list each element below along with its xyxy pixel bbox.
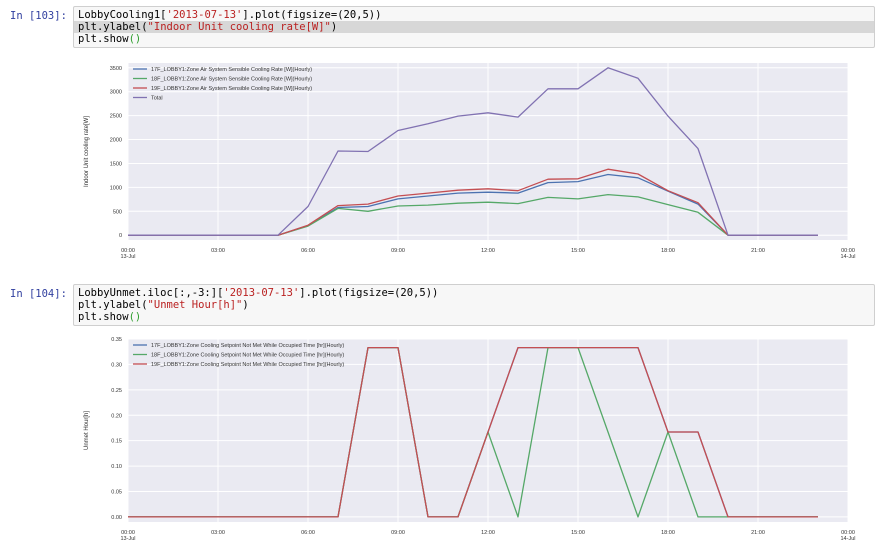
code-line: plt.ylabel("Indoor Unit cooling rate[W]"… [74, 21, 874, 33]
y-tick-label: 0.20 [111, 413, 122, 419]
x-tick-label: 00:00 [121, 530, 135, 536]
code-line: LobbyCooling1['2013-07-13'].plot(figsize… [74, 9, 874, 21]
code-string: '2013-07-13' [166, 9, 243, 21]
code-token: ) [330, 21, 338, 33]
code-line: LobbyUnmet.iloc[:,-3:]['2013-07-13'].plo… [74, 287, 874, 299]
legend-entry: 17F_LOBBY1:Zone Air System Sensible Cool… [151, 67, 312, 73]
x-tick-label: 03:00 [211, 248, 225, 254]
x-tick-sublabel: 13-Jul [121, 254, 136, 260]
legend-entry: 19F_LOBBY1:Zone Cooling Setpoint Not Met… [151, 362, 344, 368]
x-tick-label: 06:00 [301, 248, 315, 254]
y-tick-label: 3000 [110, 90, 122, 96]
y-tick-label: 2500 [110, 114, 122, 120]
y-tick-label: 0 [119, 233, 122, 239]
x-tick-label: 09:00 [391, 530, 405, 536]
code-token: LobbyUnmet.iloc[:,-3:][ [78, 287, 224, 299]
x-tick-label: 21:00 [751, 248, 765, 254]
x-tick-label: 00:00 [841, 248, 855, 254]
series-line [128, 67, 818, 236]
y-tick-label: 3500 [110, 66, 122, 72]
code-token: plt.show [78, 33, 129, 45]
code-token: plt.ylabel( [78, 21, 148, 33]
legend-entry: 18F_LOBBY1:Zone Cooling Setpoint Not Met… [151, 353, 344, 359]
y-axis-label: Indoor Unit cooling rate[W] [84, 116, 90, 187]
legend-entry: 19F_LOBBY1:Zone Air System Sensible Cool… [151, 86, 312, 92]
unmet-hour-chart: 0.000.050.100.150.200.250.300.3500:0013-… [84, 337, 856, 542]
x-tick-label: 06:00 [301, 530, 315, 536]
code-line: plt.show() [74, 311, 874, 323]
y-tick-label: 0.35 [111, 337, 122, 343]
y-tick-label: 0.15 [111, 439, 122, 445]
y-axis-label: Unmet Hour[h] [84, 411, 90, 450]
x-tick-label: 21:00 [751, 530, 765, 536]
x-tick-label: 18:00 [661, 530, 675, 536]
cell-prompt: In [103]: [10, 10, 67, 22]
x-tick-label: 15:00 [571, 530, 585, 536]
x-tick-label: 09:00 [391, 248, 405, 254]
x-tick-label: 18:00 [661, 248, 675, 254]
y-tick-label: 500 [113, 209, 122, 215]
code-token: ].plot(figsize=(20,5)) [299, 287, 439, 299]
legend-entry: 18F_LOBBY1:Zone Air System Sensible Cool… [151, 77, 312, 83]
series-line [128, 346, 818, 518]
code-line: plt.show() [74, 33, 874, 45]
code-token: plt.show [78, 311, 129, 323]
x-tick-label: 12:00 [481, 530, 495, 536]
x-tick-label: 00:00 [121, 248, 135, 254]
y-tick-label: 0.25 [111, 388, 122, 394]
code-token: plt.ylabel( [78, 299, 148, 311]
x-tick-sublabel: 14-Jul [841, 536, 856, 542]
code-string: "Indoor Unit cooling rate[W]" [147, 21, 331, 33]
legend-entry: Total [151, 96, 163, 102]
code-string: "Unmet Hour[h]" [147, 299, 243, 311]
code-token: LobbyCooling1[ [78, 9, 167, 21]
y-tick-label: 0.05 [111, 490, 122, 496]
code-string: '2013-07-13' [223, 287, 300, 299]
x-tick-label: 03:00 [211, 530, 225, 536]
code-token: () [128, 33, 142, 45]
code-token: ) [242, 299, 249, 311]
x-tick-sublabel: 14-Jul [841, 254, 856, 260]
cell-prompt: In [104]: [10, 288, 67, 300]
x-tick-sublabel: 13-Jul [121, 536, 136, 542]
cooling-rate-chart: 050010001500200025003000350000:0013-Jul0… [84, 63, 856, 260]
y-tick-label: 1000 [110, 185, 122, 191]
x-tick-label: 12:00 [481, 248, 495, 254]
y-tick-label: 0.10 [111, 464, 122, 470]
code-token: () [128, 311, 142, 323]
code-token: ].plot(figsize=(20,5)) [242, 9, 382, 21]
x-tick-label: 15:00 [571, 248, 585, 254]
code-editor[interactable]: LobbyUnmet.iloc[:,-3:]['2013-07-13'].plo… [73, 284, 875, 326]
code-editor[interactable]: LobbyCooling1['2013-07-13'].plot(figsize… [73, 6, 875, 48]
legend-entry: 17F_LOBBY1:Zone Cooling Setpoint Not Met… [151, 343, 344, 349]
y-tick-label: 1500 [110, 161, 122, 167]
y-tick-label: 0.00 [111, 515, 122, 521]
code-line: plt.ylabel("Unmet Hour[h]") [74, 299, 874, 311]
y-tick-label: 0.30 [111, 362, 122, 368]
y-tick-label: 2000 [110, 138, 122, 144]
x-tick-label: 00:00 [841, 530, 855, 536]
